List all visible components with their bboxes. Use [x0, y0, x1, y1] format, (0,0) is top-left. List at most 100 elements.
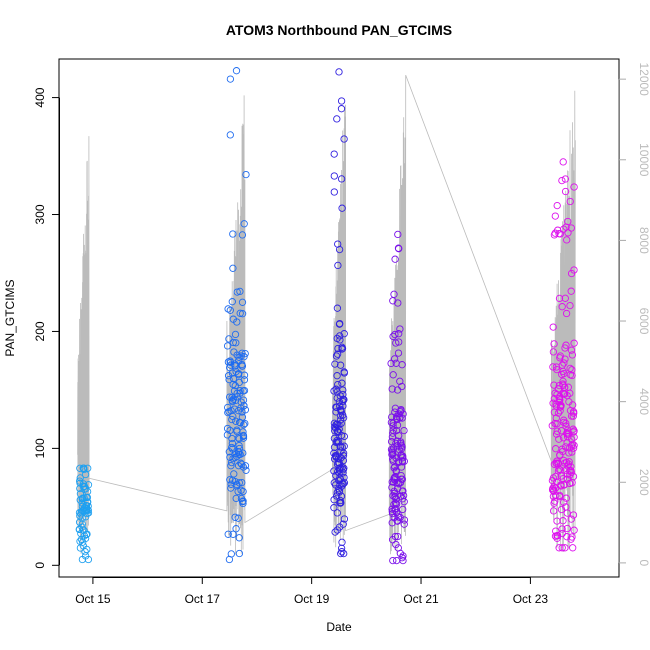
y-tick-label: 200: [33, 321, 47, 341]
data-point: [399, 552, 407, 560]
data-point: [239, 463, 248, 471]
data-point: [339, 466, 347, 474]
data-point: [568, 440, 577, 449]
data-point: [76, 474, 84, 482]
data-point: [552, 527, 560, 535]
data-point: [550, 381, 558, 389]
data-point: [395, 480, 403, 488]
data-point: [226, 75, 235, 83]
data-point: [332, 420, 340, 429]
data-point: [224, 530, 232, 538]
data-point: [569, 544, 577, 552]
data-point: [562, 341, 570, 349]
data-point: [563, 430, 572, 439]
data-point: [229, 230, 237, 238]
data-point: [392, 439, 400, 448]
y2-tick-label: 12000: [637, 62, 650, 96]
data-point: [567, 463, 575, 471]
data-point: [82, 505, 91, 513]
data-point: [558, 303, 566, 311]
data-point: [238, 310, 247, 318]
data-point: [226, 476, 234, 484]
data-point: [232, 339, 240, 347]
data-point: [334, 240, 342, 248]
data-point: [568, 366, 576, 374]
data-point: [330, 188, 338, 196]
y2-tick-label: 6000: [637, 308, 650, 335]
data-point: [234, 487, 242, 496]
data-point: [340, 330, 348, 338]
data-point: [570, 339, 578, 347]
data-point: [557, 472, 565, 480]
data-point: [551, 419, 559, 428]
chart-title: ATOM3 Northbound PAN_GTCIMS: [226, 22, 452, 38]
data-point: [570, 183, 578, 191]
data-point: [331, 360, 339, 368]
data-point: [390, 355, 399, 363]
data-point: [395, 330, 403, 338]
data-point: [82, 531, 90, 539]
data-point: [398, 443, 406, 451]
data-point: [337, 97, 346, 105]
data-point: [236, 419, 244, 427]
data-point: [232, 67, 241, 75]
data-point: [240, 353, 248, 361]
data-point: [394, 532, 402, 541]
data-point: [238, 498, 247, 506]
x-axis-label: Date: [326, 620, 352, 634]
data-point: [225, 375, 233, 384]
data-point: [398, 487, 407, 495]
data-point: [562, 422, 570, 430]
data-point: [336, 475, 345, 483]
data-point: [235, 353, 243, 361]
data-point: [228, 439, 237, 448]
data-point: [560, 498, 568, 506]
data-point: [554, 409, 563, 417]
data-point: [390, 514, 398, 522]
data-point: [333, 388, 341, 396]
data-point: [552, 430, 561, 438]
data-point: [233, 393, 241, 401]
data-point: [224, 305, 232, 313]
data-point: [392, 414, 401, 423]
data-point: [81, 548, 89, 556]
data-point: [333, 115, 341, 123]
data-point: [336, 481, 344, 489]
data-point: [555, 381, 563, 390]
data-point: [229, 315, 237, 323]
data-point: [242, 170, 250, 179]
data-point: [558, 544, 566, 552]
data-point: [550, 483, 558, 491]
data-point: [567, 535, 575, 543]
data-point: [392, 426, 401, 435]
data-point: [387, 445, 396, 454]
data-point: [560, 359, 568, 367]
data-point: [79, 526, 87, 534]
data-point: [569, 401, 577, 409]
data-point: [76, 464, 84, 472]
data-point: [79, 480, 88, 488]
data-point: [330, 387, 338, 395]
data-point: [399, 454, 407, 462]
data-point: [333, 526, 341, 534]
data-point: [227, 406, 235, 415]
data-point: [391, 404, 400, 412]
data-point: [550, 231, 559, 239]
data-point: [563, 426, 572, 434]
data-point: [398, 414, 406, 422]
data-point: [565, 458, 573, 466]
data-point: [566, 467, 574, 475]
data-point: [337, 492, 346, 500]
data-point: [225, 335, 233, 343]
y-tick-label: 300: [33, 204, 47, 224]
data-point: [336, 361, 345, 369]
data-point: [229, 530, 237, 538]
data-point: [335, 68, 343, 76]
data-point: [562, 458, 571, 466]
data-point: [552, 363, 561, 371]
data-point: [225, 448, 233, 456]
data-point: [561, 294, 569, 302]
data-point: [552, 445, 560, 453]
data-point: [558, 176, 566, 185]
data-point: [567, 412, 576, 420]
